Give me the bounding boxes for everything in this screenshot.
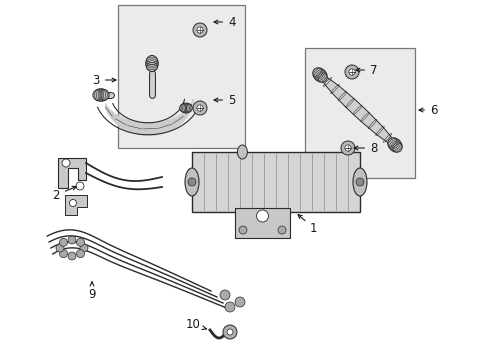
Polygon shape (65, 195, 87, 215)
Circle shape (197, 105, 203, 111)
Ellipse shape (180, 103, 192, 113)
Circle shape (76, 238, 84, 246)
Circle shape (188, 178, 196, 186)
Circle shape (220, 290, 230, 300)
Ellipse shape (353, 168, 367, 196)
Ellipse shape (388, 138, 402, 152)
Circle shape (345, 65, 359, 79)
Circle shape (356, 178, 364, 186)
Circle shape (223, 325, 237, 339)
Circle shape (76, 249, 84, 258)
Ellipse shape (320, 75, 395, 145)
Ellipse shape (146, 55, 158, 72)
Text: 1: 1 (298, 215, 318, 234)
Circle shape (345, 145, 351, 151)
Circle shape (68, 236, 76, 244)
Circle shape (227, 329, 233, 335)
Circle shape (225, 302, 235, 312)
Circle shape (56, 244, 64, 252)
Ellipse shape (185, 168, 199, 196)
Bar (305, 48, 415, 178)
Ellipse shape (237, 145, 247, 159)
Text: 5: 5 (214, 94, 235, 107)
Circle shape (59, 238, 68, 246)
Text: 3: 3 (93, 73, 116, 86)
Circle shape (80, 244, 88, 252)
Text: 9: 9 (88, 282, 96, 302)
Text: 8: 8 (354, 141, 377, 154)
Text: 10: 10 (186, 319, 207, 332)
Circle shape (278, 226, 286, 234)
Bar (235, 208, 290, 238)
Text: 6: 6 (419, 104, 438, 117)
Text: 2: 2 (52, 186, 76, 202)
Circle shape (193, 101, 207, 115)
Circle shape (197, 27, 203, 33)
Polygon shape (58, 158, 86, 188)
Ellipse shape (313, 68, 327, 82)
Bar (118, 5, 245, 148)
Circle shape (68, 252, 76, 260)
Text: 4: 4 (214, 15, 236, 28)
Circle shape (256, 210, 269, 222)
Text: 7: 7 (356, 63, 377, 77)
Ellipse shape (93, 89, 109, 101)
Circle shape (70, 199, 76, 207)
Circle shape (59, 249, 68, 258)
Circle shape (349, 69, 355, 75)
Circle shape (62, 159, 70, 167)
Circle shape (235, 297, 245, 307)
Circle shape (239, 226, 247, 234)
Circle shape (341, 141, 355, 155)
Circle shape (193, 23, 207, 37)
Bar (192, 152, 360, 212)
Circle shape (76, 182, 84, 190)
